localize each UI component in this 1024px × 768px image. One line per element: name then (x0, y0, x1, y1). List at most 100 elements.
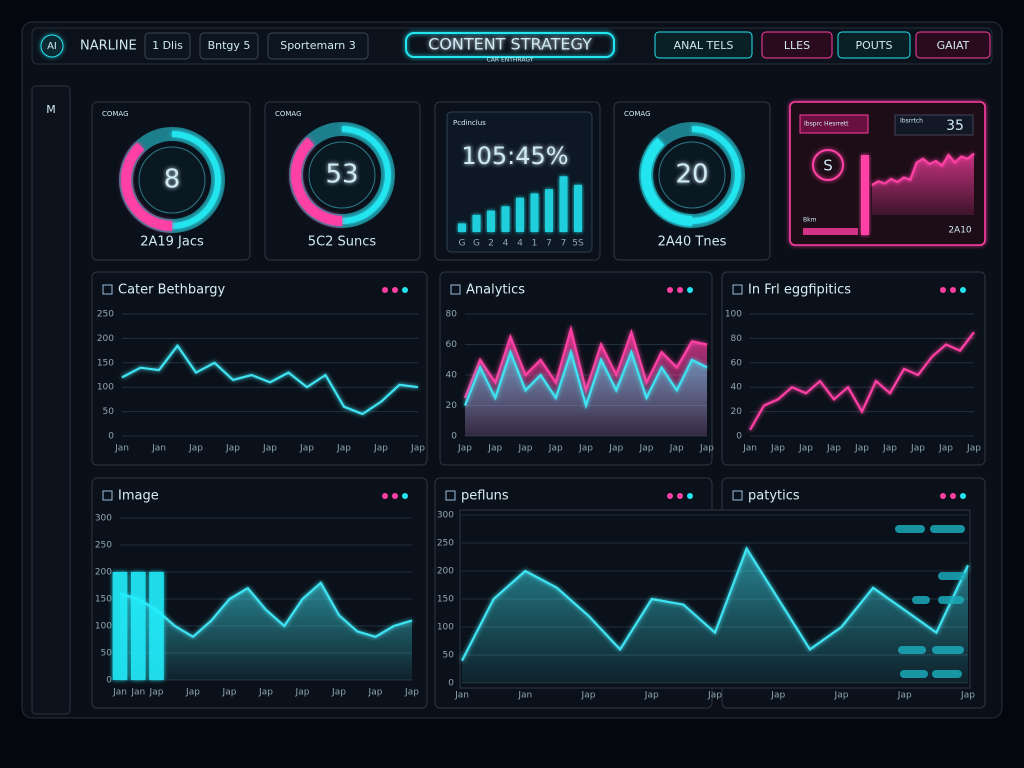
ring-accent (121, 129, 223, 231)
action-label: GAIAT (937, 39, 970, 52)
window-dot[interactable] (382, 287, 388, 293)
x-tick-label: Jan (112, 688, 127, 698)
y-tick-label: 100 (437, 623, 454, 633)
x-tick-label: Jap (518, 444, 533, 454)
tab-label: 1 Dlis (152, 39, 183, 52)
kpi-label: COMAG (102, 110, 129, 118)
x-tick-label: Jap (225, 444, 240, 454)
x-tick-label: Jap (368, 688, 383, 698)
y-tick-label: 40 (446, 371, 458, 381)
x-tick-label: Jap (770, 444, 785, 454)
legend-pill[interactable] (912, 596, 930, 604)
window-dot[interactable] (950, 493, 956, 499)
x-tick-label: 1 (532, 239, 538, 249)
title: CONTENT STRATEGY (428, 35, 592, 54)
kpi-label: COMAG (624, 110, 651, 118)
action-button[interactable] (837, 31, 911, 59)
tag (894, 114, 974, 136)
window-dot[interactable] (667, 287, 673, 293)
kpi-value: 105:45% (461, 142, 568, 170)
legend-pill[interactable] (932, 670, 962, 678)
y-tick-label: 200 (97, 334, 114, 344)
x-tick-label: Jap (882, 444, 897, 454)
y-tick-label: 100 (95, 622, 112, 632)
panel-icon (445, 490, 456, 501)
window-dot[interactable] (677, 287, 683, 293)
x-tick-label: Jap (404, 688, 419, 698)
sidebar (31, 85, 71, 715)
window-dot[interactable] (392, 287, 398, 293)
tab[interactable] (144, 32, 191, 60)
action-button[interactable] (761, 31, 833, 59)
title-box (405, 32, 615, 58)
action-button[interactable] (915, 31, 991, 59)
window-dot[interactable] (960, 287, 966, 293)
legend-pill[interactable] (930, 525, 965, 533)
legend-pill[interactable] (898, 646, 926, 654)
line (121, 343, 419, 416)
x-tick-label: Jap (188, 444, 203, 454)
y-tick-label: 20 (446, 401, 458, 411)
kpi-value: 8 (164, 165, 181, 195)
x-tick-label: 2 (488, 239, 494, 249)
area-line (871, 152, 975, 186)
x-tick-label: Jap (707, 691, 722, 701)
tag-text: Ibsrrtch (900, 118, 923, 125)
legend-pill[interactable] (938, 572, 966, 580)
window-dot[interactable] (687, 493, 693, 499)
legend-pill[interactable] (938, 596, 964, 604)
x-tick-label: Jan (130, 688, 145, 698)
y-tick-label: 200 (95, 568, 112, 578)
legend-pill[interactable] (895, 525, 925, 533)
window-dot[interactable] (667, 493, 673, 499)
y-tick-label: 150 (97, 358, 114, 368)
x-tick-label: Jap (960, 691, 975, 701)
tab[interactable] (267, 32, 369, 60)
x-tick-label: G (459, 239, 466, 249)
action-button[interactable] (654, 31, 753, 59)
window-dot[interactable] (677, 493, 683, 499)
x-tick-label: Jap (798, 444, 813, 454)
y-tick-label: 150 (437, 595, 454, 605)
y-tick-label: 200 (437, 567, 454, 577)
window-dot[interactable] (382, 493, 388, 499)
tab[interactable] (199, 32, 259, 60)
window-dot[interactable] (940, 287, 946, 293)
x-tick-label: Jap (699, 444, 714, 454)
bar (487, 210, 495, 232)
kpi-label: COMAG (275, 110, 302, 118)
x-tick-label: Jap (262, 444, 277, 454)
x-tick-label: Jap (149, 688, 164, 698)
bar (130, 572, 146, 680)
brand: NARLINE (80, 39, 137, 54)
bar (501, 206, 510, 232)
window-dot[interactable] (402, 287, 408, 293)
legend-pill[interactable] (900, 670, 928, 678)
kpi-value: 20 (675, 160, 708, 190)
window-dot[interactable] (960, 493, 966, 499)
logo-text: AI (47, 41, 57, 52)
window-dot[interactable] (940, 493, 946, 499)
area-line (119, 581, 413, 639)
kpi-caption: 2A40 Tnes (658, 235, 727, 250)
panel-icon (732, 284, 743, 295)
legend-pill[interactable] (932, 646, 964, 654)
sidebar-label: M (46, 103, 56, 116)
area-fill (872, 153, 974, 215)
window-dot[interactable] (392, 493, 398, 499)
window-dot[interactable] (687, 287, 693, 293)
y-tick-label: 50 (101, 649, 113, 659)
area-line (461, 546, 969, 662)
window-dot[interactable] (950, 287, 956, 293)
bar (112, 572, 128, 680)
window-dot[interactable] (402, 493, 408, 499)
x-tick-label: Jap (299, 444, 314, 454)
y-tick-label: 0 (106, 676, 112, 686)
kpi-value: 35 (946, 118, 964, 134)
action-label: LLES (784, 39, 810, 52)
panel (91, 271, 428, 466)
x-tick-label: Jap (854, 444, 869, 454)
kpi-caption: 5C2 Suncs (308, 235, 377, 250)
x-tick-label: Jan (742, 444, 757, 454)
